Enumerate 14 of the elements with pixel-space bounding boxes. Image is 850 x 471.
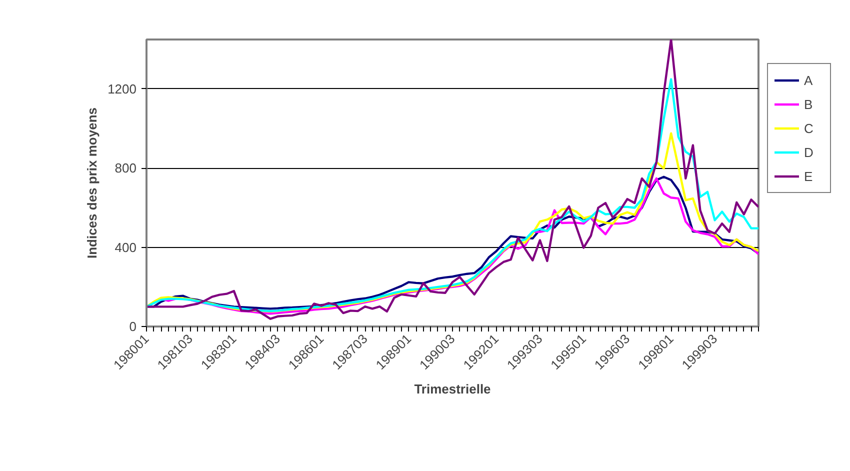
legend-label: D [804, 144, 814, 160]
line-series [146, 78, 758, 312]
y-tick-label: 0 [129, 319, 137, 334]
y-tick-label: 800 [114, 160, 137, 176]
legend-label: E [804, 168, 814, 184]
legend-label: B [804, 96, 814, 112]
line-series [146, 40, 758, 320]
legend-label: C [804, 120, 814, 136]
legend-label: A [804, 72, 814, 88]
y-axis-title: Indices des prix moyens [84, 107, 100, 258]
y-tick-label: 400 [114, 240, 137, 255]
line-series [146, 132, 758, 313]
y-tick-label: 1200 [108, 81, 136, 96]
x-axis-title: Trimestrielle [414, 382, 491, 397]
